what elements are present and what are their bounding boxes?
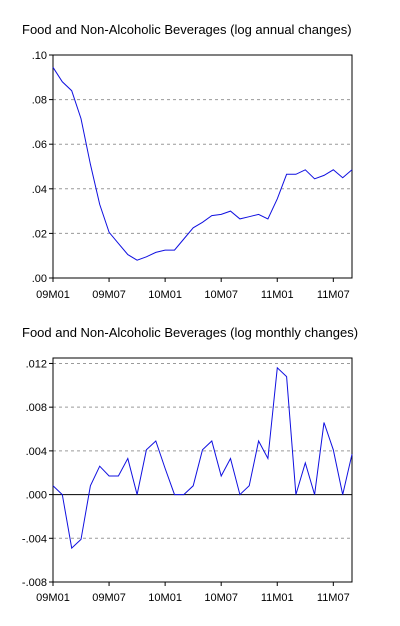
y-tick-label: -.008 (22, 577, 47, 589)
plot-frame (52, 54, 353, 279)
x-tick-label: 10M07 (204, 592, 238, 604)
y-tick-label: -.004 (22, 533, 47, 545)
x-tick-label: 11M07 (317, 289, 350, 301)
x-tick-label: 09M01 (36, 289, 70, 301)
x-tick-label: 11M07 (317, 592, 350, 604)
series-line (52, 67, 353, 261)
chart-title: Food and Non-Alcoholic Beverages (log an… (22, 22, 352, 37)
x-tick-label: 10M01 (148, 592, 182, 604)
plot-frame (52, 357, 353, 583)
y-tick-label: .008 (26, 402, 47, 414)
x-tick-label: 09M07 (92, 289, 126, 301)
y-tick-label: .04 (32, 184, 47, 196)
x-tick-label: 11M01 (261, 289, 294, 301)
y-tick-label: .004 (26, 446, 47, 458)
y-tick-label: .02 (32, 228, 47, 240)
x-tick-label: 09M07 (92, 592, 126, 604)
y-tick-label: .00 (32, 273, 47, 285)
x-tick-label: 11M01 (261, 592, 294, 604)
x-tick-label: 10M07 (204, 289, 238, 301)
series-line (52, 366, 353, 550)
chart-title: Food and Non-Alcoholic Beverages (log mo… (22, 325, 358, 340)
x-tick-label: 09M01 (36, 592, 70, 604)
chart-1: Food and Non-Alcoholic Beverages (log an… (22, 22, 353, 301)
y-tick-label: .10 (32, 50, 47, 62)
y-tick-label: .012 (26, 358, 47, 370)
y-tick-label: .08 (32, 95, 47, 107)
y-tick-label: .06 (32, 139, 47, 151)
y-tick-label: .000 (26, 490, 47, 502)
chart-2: Food and Non-Alcoholic Beverages (log mo… (22, 325, 358, 604)
x-tick-label: 10M01 (148, 289, 182, 301)
